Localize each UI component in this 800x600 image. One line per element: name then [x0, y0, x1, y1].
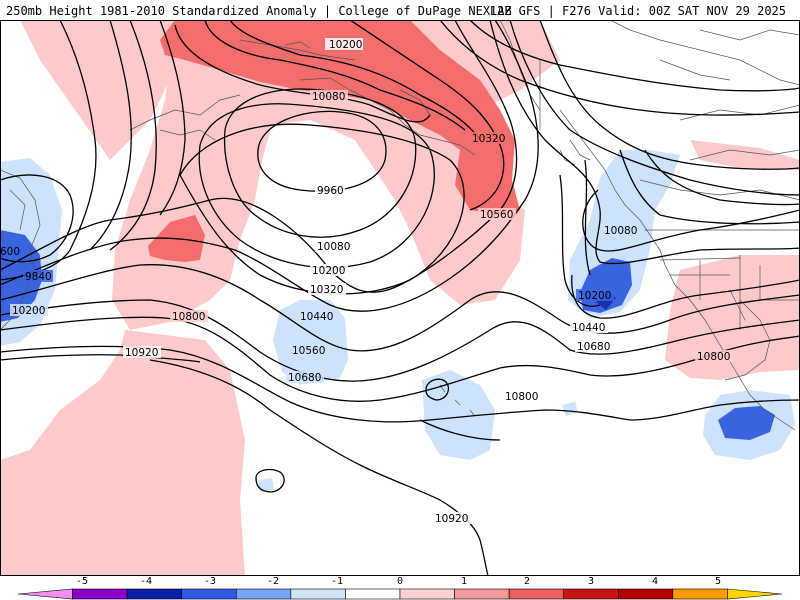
colorbar-segment	[181, 588, 237, 600]
contour-label: 10200	[12, 305, 45, 317]
colorbar-segment	[672, 588, 728, 600]
colorbar-segment	[454, 588, 510, 600]
colorbar-segment	[563, 588, 619, 600]
contour-label: 10200	[312, 265, 345, 277]
contour-label: 10320	[472, 133, 505, 145]
contour-label: 10920	[125, 347, 158, 359]
map-canvas: 10200 10080 9960 10320 10560 10080 10200…	[0, 20, 800, 576]
contour-label: 10440	[300, 311, 333, 323]
colorbar-tick-label: 0	[396, 576, 404, 587]
colorbar-segment	[399, 588, 455, 600]
contour-label: 600	[0, 246, 20, 258]
colorbar-bar	[17, 588, 783, 600]
contour-label: 9840	[25, 271, 52, 283]
colorbar-segment	[17, 588, 73, 600]
coastlines	[0, 20, 800, 431]
contour-label: 10560	[292, 345, 325, 357]
contour-label: 10200	[329, 39, 362, 51]
colorbar-segment	[126, 588, 183, 600]
contour-label-group: 10200 10080 9960 10320 10560 10080 10200…	[0, 38, 733, 525]
contour-label: 10800	[505, 391, 538, 403]
colorbar-tick-label: -4	[139, 576, 153, 587]
colorbar-segment	[727, 588, 783, 600]
height-contours	[0, 20, 800, 576]
colorbar-tick-label: 2	[523, 576, 531, 587]
colorbar-segment	[508, 588, 565, 600]
colorbar-tick-label: -3	[203, 576, 217, 587]
colorbar-tick-label: 4	[651, 576, 659, 587]
anomaly-map: 10200 10080 9960 10320 10560 10080 10200…	[0, 20, 800, 576]
contour-label: 10080	[317, 241, 350, 253]
contour-label: 10800	[697, 351, 730, 363]
colorbar-tick-label: 1	[460, 576, 468, 587]
contour-label: 10080	[312, 91, 345, 103]
colorbar-tick-label: 5	[714, 576, 722, 587]
contour-label: 10560	[480, 209, 513, 221]
contour-label: 10680	[577, 341, 610, 353]
colorbar-tick-label: -5	[75, 576, 89, 587]
colorbar-tick-label: 3	[587, 576, 595, 587]
colorbar-tick-label: -1	[330, 576, 344, 587]
contour-label: 10080	[604, 225, 637, 237]
contour-label: 10920	[435, 513, 468, 525]
colorbar: -5 -4 -3 -2 -1 0 1 2 3 4 5	[0, 576, 800, 600]
model-run-info: 12Z GFS | F276 Valid: 00Z SAT NOV 29 202…	[489, 4, 786, 18]
colorbar-segment	[345, 588, 401, 600]
colorbar-tick-label: -2	[266, 576, 280, 587]
map-header: 250mb Height 1981-2010 Standardized Anom…	[0, 0, 800, 20]
contour-label: 10680	[288, 372, 321, 384]
contour-label: 10320	[310, 284, 343, 296]
contour-label: 10440	[572, 322, 605, 334]
contour-label: 10800	[172, 311, 205, 323]
colorbar-segment	[235, 588, 292, 600]
colorbar-segment	[290, 588, 346, 600]
contour-label: 9960	[317, 185, 344, 197]
map-title: 250mb Height 1981-2010 Standardized Anom…	[6, 4, 512, 18]
contour-label: 10200	[578, 290, 611, 302]
colorbar-segment	[617, 588, 674, 600]
colorbar-segment	[72, 588, 128, 600]
